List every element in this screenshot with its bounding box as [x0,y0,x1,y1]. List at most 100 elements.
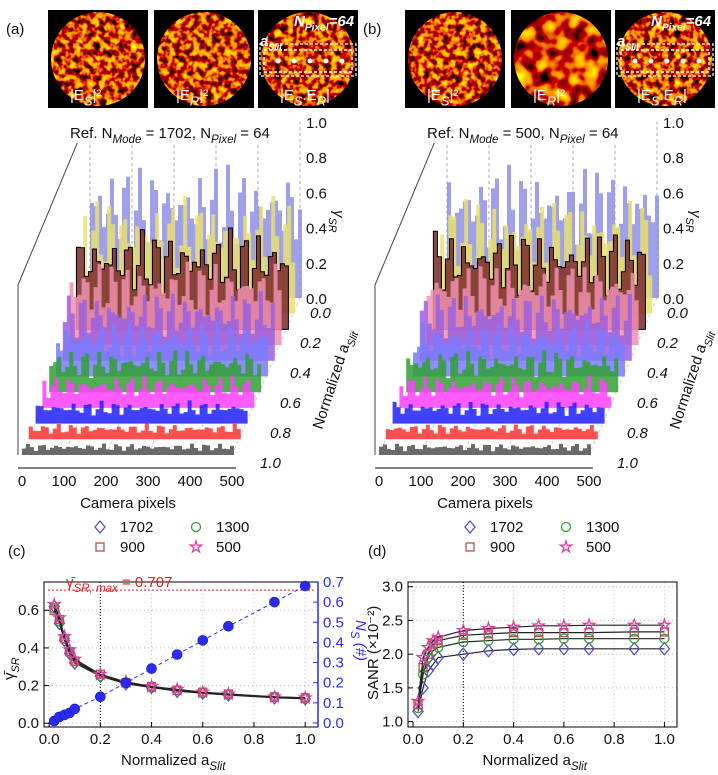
slit-dot [664,58,670,64]
depth-tick-label: 0.0 [667,305,689,322]
marker [584,627,594,638]
x-tick-label: 0.0 [39,731,60,748]
x-tick-label: 0.6 [553,731,574,748]
slit-box-outer [259,43,357,77]
marker [95,691,106,703]
marker [64,647,75,657]
marker [61,641,78,657]
y-tick-label: 0.6 [18,602,39,619]
marker [143,678,160,694]
marker [63,646,76,661]
marker [629,633,640,644]
y-tick-label: 3.0 [382,579,403,596]
marker [51,609,68,625]
frame-line [374,121,444,286]
panel-label: (b) [363,21,381,38]
x-axis-label: Normalized aSlit [121,752,226,773]
z-tick-label: 0.4 [306,221,327,238]
subscript: Pixel [560,134,585,146]
y-tick-label: 1.5 [382,680,403,697]
marker [418,663,428,673]
z-tick-label: 0.8 [306,150,327,167]
y-axis-label: γ̄SR [1,657,22,680]
text-run: Ref. N [427,125,470,142]
text-run: | [683,87,687,104]
z-tick-label: 0.6 [306,185,327,202]
slit-dot [339,58,345,64]
y2-axis-label: NS (#) [348,620,369,661]
depth-tick-label: 0.2 [657,335,679,352]
subscript: Slit [209,761,226,773]
x-tick-label: 300 [492,473,517,490]
marker [482,643,495,658]
marker [420,639,436,655]
x-tick-label: 200 [93,473,118,490]
text-run: | [326,87,330,104]
panel-title: Ref. NMode = 500, NPixel = 64 [427,125,619,146]
series-line [417,624,665,702]
slit-box-outer [616,43,714,77]
marker [66,651,83,666]
marker [558,641,570,656]
subscript: Slit [571,761,588,773]
text-run: |E [280,87,294,104]
speckle-image [51,12,145,106]
marker [195,684,211,699]
marker [458,636,469,648]
legend-marker [464,519,476,535]
marker [412,704,424,719]
y-tick-label: 2.0 [382,646,403,663]
text-run: γ [687,210,704,219]
marker [54,615,65,625]
marker [530,617,547,633]
marker [220,685,237,701]
text-run: γ [330,210,347,219]
marker [626,617,643,632]
marker [558,633,570,644]
text-run: = 500, N [498,125,559,142]
z-tick-label: 0.0 [306,291,327,308]
marker [455,622,472,638]
marker [223,621,234,632]
a-slit-label: aSlit [617,33,640,52]
title-background [423,121,655,143]
depth-tick-label: 0.8 [270,425,292,442]
speckle-image [157,12,251,106]
slit-dot [696,58,702,64]
text-run: Normalized a [483,752,572,769]
x-tick-label: 0.8 [244,731,265,748]
x-tick-label: 0 [375,473,383,490]
marker [656,617,673,632]
image-label: |ER|² [533,87,565,109]
legend-marker [465,542,475,552]
x-tick-label: 0.2 [90,731,111,748]
x-tick-label: 0.4 [141,731,162,748]
legend-label: 900 [490,539,515,556]
y2-tick-label: 0.5 [323,614,344,631]
depth-tick-label: 0.4 [290,365,311,382]
marker [297,689,313,705]
slit-dot [275,58,281,64]
marker [268,690,281,705]
legend-marker [188,538,204,554]
marker [58,633,71,648]
x-tick-label: 0.0 [403,731,424,748]
x-tick-label: 500 [576,473,601,490]
text-run: = 0.707 [118,574,173,591]
subscript: Slit [268,42,283,52]
text-run: N [294,13,306,30]
x-axis-label: Normalized aSlit [483,752,588,773]
marker [480,620,497,636]
x-tick-label: 300 [135,473,160,490]
marker [508,634,519,645]
series-line [417,638,665,709]
text-run: = 64 [585,125,619,142]
subscript: R [190,94,199,109]
text-run: = 64 [236,125,270,142]
marker [659,633,670,644]
legend-marker [190,521,202,533]
marker [222,687,235,703]
y-tick-label: 2.5 [382,612,403,629]
marker [505,619,522,634]
